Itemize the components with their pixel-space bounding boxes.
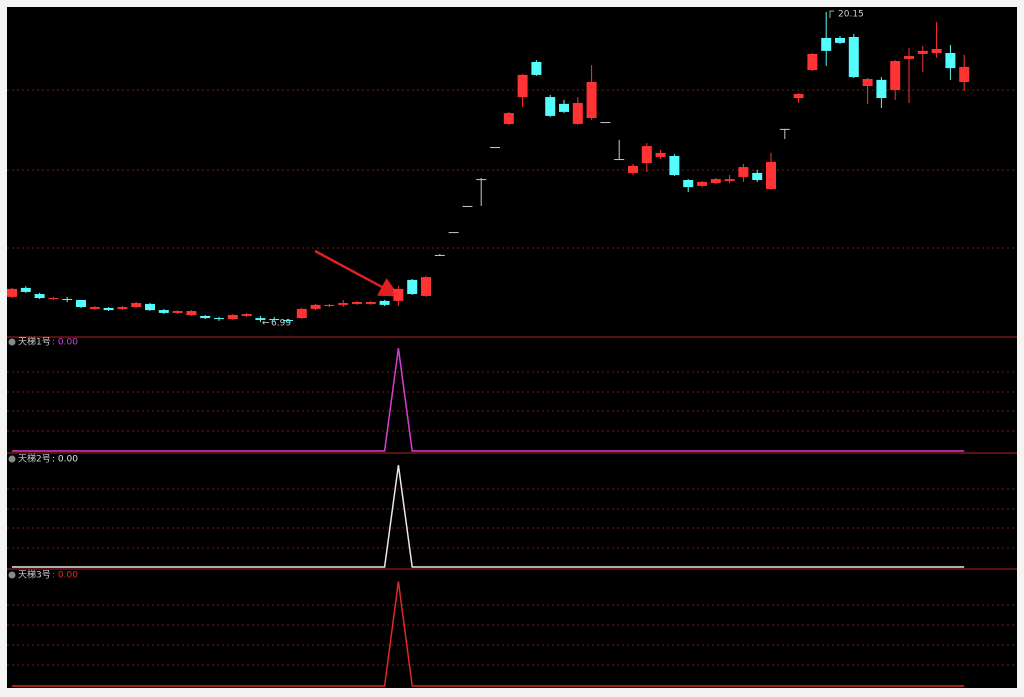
candle-body [793,94,804,99]
legend-icon[interactable] [8,455,16,463]
indicator-line [12,348,965,452]
legend-icon[interactable] [8,338,16,346]
candle-body [214,318,224,320]
grid [7,89,1017,666]
candle-body [931,49,942,54]
candle-body [476,179,487,181]
annotations: 20.15 ← 6.99 [262,10,864,329]
candle-body [283,319,293,321]
legend-value: : 0.00 [52,455,78,465]
candle-body [379,300,390,305]
legends: 天梯1号 : 0.00 天梯2号 : 0.00 天梯3号 : 0.00 [8,336,78,581]
candle-body [572,102,583,124]
candle-body [241,314,252,316]
candle-body [862,78,873,87]
candle-body [724,179,735,181]
candle-body [103,307,114,311]
candle-body [531,61,542,75]
candle-body [848,36,859,78]
candle-body [890,61,901,91]
candle-body [34,294,45,299]
candle-body [503,113,514,124]
candle-body [559,103,569,112]
candle-body [766,161,776,189]
candle-body [131,303,142,308]
candle-body [393,288,404,301]
candle-body [20,287,31,292]
indicator-line [12,581,965,687]
candle-body [821,37,832,51]
low-label: 6.99 [271,319,291,329]
plot-background [7,7,1017,688]
candle-body [186,311,197,316]
marker [829,10,834,18]
candle-body [959,66,970,82]
candle-body [614,159,625,161]
candle-body [324,304,335,307]
candle-body [434,254,445,256]
candle-body [296,308,307,319]
candle-body [269,319,280,321]
candle-body [76,299,86,308]
legend-name: 天梯3号 [18,569,51,581]
candle-body [448,232,459,234]
candle-body [158,310,169,313]
candle-body [697,181,707,186]
high-label: 20.15 [838,10,864,20]
candle-body [89,307,100,309]
legend-name: 天梯1号 [18,336,51,348]
candle-body [945,53,956,69]
candle-body [145,303,155,311]
candle-body [917,50,928,54]
candle-body [365,302,376,304]
indicator-line [12,465,965,568]
candle-body [117,307,128,309]
candle-body [835,37,845,43]
candle-body [641,146,652,164]
candle-body [807,53,818,70]
candle-body [62,299,73,301]
candle-body [710,179,721,184]
candle-body [683,180,694,188]
candle-body [738,167,749,177]
candle-body [407,279,418,295]
legend-icon[interactable] [8,571,16,579]
legend-value: : 0.00 [52,571,78,581]
candle-body [600,122,611,124]
candle-body [227,315,238,320]
candle-body [586,81,597,119]
panel-separators [7,336,1017,570]
candle-body [876,79,887,99]
candle-body [172,311,183,313]
candle-body [48,298,59,300]
candle-body [310,304,321,309]
legend-name: 天梯2号 [18,453,51,465]
candle-body [545,97,556,116]
candle-body [904,56,914,59]
candle-body [752,172,763,181]
candle-body [338,303,349,305]
candle-body [7,288,17,297]
candle-body [352,302,362,304]
candle-body [462,205,473,207]
legend-value: : 0.00 [52,338,78,348]
candle-body [421,277,431,296]
arrow [314,249,400,297]
candle-body [200,315,211,319]
candle-body [779,128,790,130]
arrow-symbol: ← [262,319,270,329]
candle-body [255,318,266,320]
candle-body [628,165,638,173]
candle-body [655,152,666,157]
candle-body [517,74,528,98]
candle-body [490,147,500,149]
candle-body [669,155,680,176]
